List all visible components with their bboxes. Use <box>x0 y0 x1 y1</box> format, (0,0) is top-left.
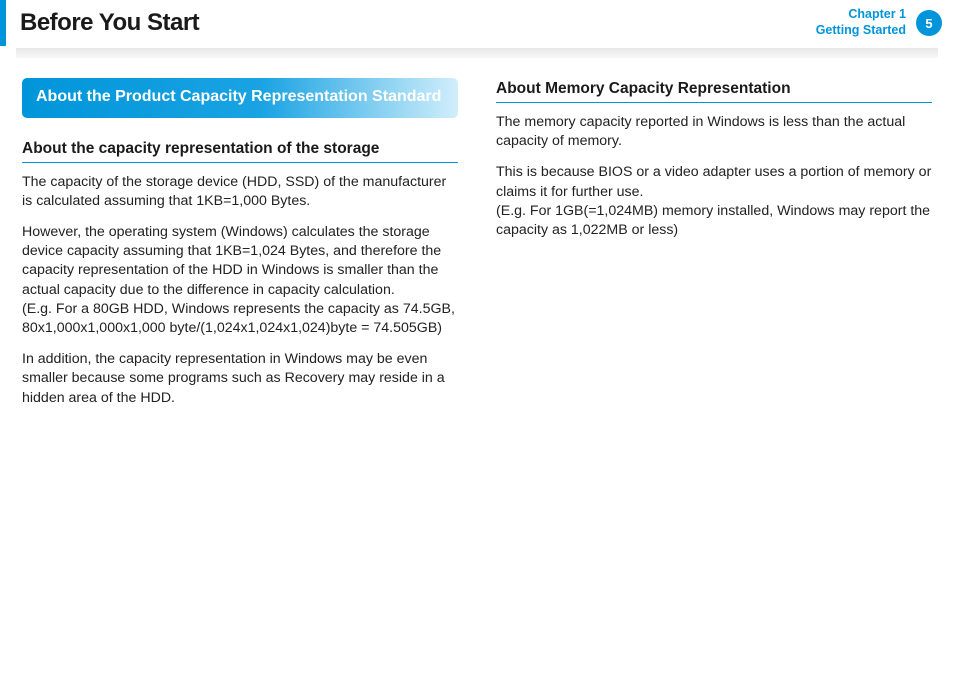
left-p2-line-a: However, the operating system (Windows) … <box>22 223 458 300</box>
left-paragraph-3: In addition, the capacity representation… <box>22 350 458 408</box>
left-subheading: About the capacity representation of the… <box>22 140 458 163</box>
left-paragraph-2: However, the operating system (Windows) … <box>22 223 458 338</box>
chapter-block: Chapter 1 Getting Started 5 <box>816 7 942 38</box>
page-number-badge: 5 <box>916 10 942 36</box>
chapter-text: Chapter 1 Getting Started <box>816 7 906 38</box>
page-title: Before You Start <box>20 9 199 37</box>
callout-box: About the Product Capacity Representatio… <box>22 78 458 118</box>
page-header: Before You Start Chapter 1 Getting Start… <box>0 0 954 46</box>
chapter-line2: Getting Started <box>816 23 906 39</box>
right-column: About Memory Capacity Representation The… <box>496 78 932 420</box>
right-p2-line-b: (E.g. For 1GB(=1,024MB) memory installed… <box>496 202 932 240</box>
header-divider <box>16 48 938 58</box>
right-paragraph-2: This is because BIOS or a video adapter … <box>496 163 932 240</box>
left-column: About the Product Capacity Representatio… <box>22 78 458 420</box>
chapter-line1: Chapter 1 <box>816 7 906 23</box>
left-p2-line-b: (E.g. For a 80GB HDD, Windows represents… <box>22 300 458 338</box>
right-subheading: About Memory Capacity Representation <box>496 80 932 103</box>
right-paragraph-1: The memory capacity reported in Windows … <box>496 113 932 151</box>
right-p2-line-a: This is because BIOS or a video adapter … <box>496 163 932 201</box>
left-paragraph-1: The capacity of the storage device (HDD,… <box>22 173 458 211</box>
content-area: About the Product Capacity Representatio… <box>0 58 954 420</box>
